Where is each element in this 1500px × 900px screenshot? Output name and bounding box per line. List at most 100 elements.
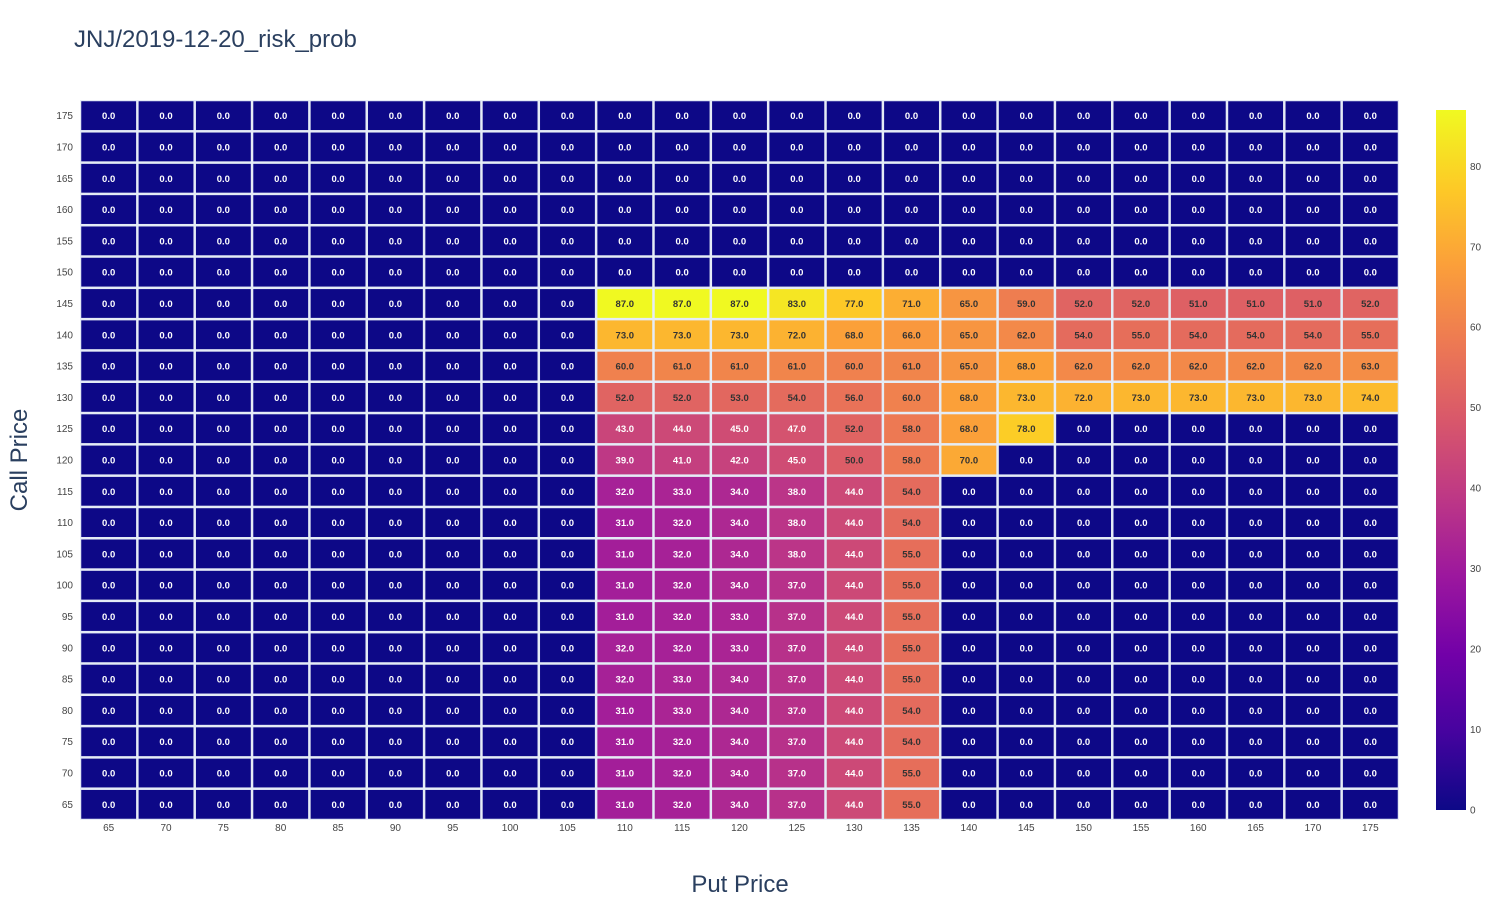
cell-value-label: 0.0	[1077, 581, 1090, 592]
heatmap-cell	[884, 696, 939, 725]
cell-value-label: 0.0	[1192, 142, 1205, 153]
cell-value-label: 0.0	[159, 612, 172, 623]
cell-value-label: 41.0	[673, 456, 692, 467]
heatmap-cell	[712, 664, 767, 694]
cell-value-label: 71.0	[902, 299, 921, 310]
heatmap-cell	[884, 602, 939, 631]
cell-value-label: 0.0	[1134, 268, 1147, 279]
heatmap-cell	[1170, 289, 1226, 318]
cell-value-label: 37.0	[788, 612, 807, 623]
heatmap-cell	[826, 570, 882, 600]
cell-value-label: 0.0	[1020, 643, 1033, 654]
heatmap-cell	[310, 445, 366, 475]
cell-value-label: 73.0	[1017, 393, 1036, 404]
cell-value-label: 0.0	[1134, 518, 1147, 529]
cell-value-label: 0.0	[102, 142, 115, 153]
cell-value-label: 0.0	[274, 111, 287, 122]
heatmap-cell	[1056, 696, 1112, 725]
cell-value-label: 0.0	[1306, 174, 1319, 185]
cell-value-label: 0.0	[217, 362, 230, 373]
cell-value-label: 38.0	[788, 549, 807, 560]
heatmap-cell	[826, 195, 882, 224]
x-tick-label: 70	[160, 823, 172, 834]
cell-value-label: 0.0	[102, 174, 115, 185]
heatmap-cell	[540, 195, 595, 224]
heatmap-cell	[81, 758, 137, 788]
heatmap-cell	[884, 226, 939, 256]
heatmap-cell	[1113, 727, 1169, 757]
heatmap-cell	[769, 696, 825, 725]
cell-value-label: 0.0	[733, 111, 746, 122]
heatmap-cell	[1285, 633, 1341, 663]
heatmap-cell	[1113, 696, 1169, 725]
heatmap-cell	[941, 789, 997, 819]
heatmap-cell	[1342, 414, 1398, 444]
cell-value-label: 0.0	[389, 456, 402, 467]
heatmap-cell	[425, 132, 481, 162]
heatmap-cell	[769, 539, 825, 569]
cell-value-label: 68.0	[960, 424, 979, 435]
cell-value-label: 0.0	[446, 706, 459, 717]
cell-value-label: 0.0	[1020, 174, 1033, 185]
heatmap-cell	[826, 289, 882, 318]
cell-value-label: 44.0	[845, 737, 864, 748]
heatmap-cell	[138, 570, 194, 600]
cell-value-label: 34.0	[730, 800, 749, 811]
cell-value-label: 0.0	[1364, 205, 1377, 216]
heatmap-cell	[769, 602, 825, 631]
cell-value-label: 0.0	[159, 581, 172, 592]
heatmap-cell	[1170, 727, 1226, 757]
x-tick-label: 65	[103, 823, 115, 834]
cell-value-label: 0.0	[446, 236, 459, 247]
heatmap-cell	[1228, 132, 1284, 162]
heatmap-cell	[654, 539, 710, 569]
heatmap-cell	[540, 789, 595, 819]
heatmap-cell	[1285, 727, 1341, 757]
cell-value-label: 0.0	[1134, 675, 1147, 686]
cell-value-label: 74.0	[1361, 393, 1380, 404]
cell-value-label: 0.0	[1134, 236, 1147, 247]
cell-value-label: 0.0	[905, 174, 918, 185]
heatmap-cell	[1056, 789, 1112, 819]
cell-value-label: 0.0	[159, 393, 172, 404]
cell-value-label: 0.0	[389, 581, 402, 592]
heatmap-cell	[540, 696, 595, 725]
heatmap-cell	[540, 539, 595, 569]
heatmap-cell	[195, 758, 251, 788]
heatmap-cell	[597, 633, 653, 663]
heatmap-cell	[195, 508, 251, 538]
cell-value-label: 0.0	[1306, 675, 1319, 686]
cell-value-label: 0.0	[1249, 142, 1262, 153]
y-axis-ticks: 65 70 75 80 85 90 95 100 105 110 115 120 125 130 135 14…	[56, 111, 73, 811]
heatmap-cell	[654, 163, 710, 193]
x-tick-label: 165	[1247, 823, 1264, 834]
heatmap-cell	[81, 257, 137, 287]
cell-value-label: 33.0	[673, 706, 692, 717]
heatmap-cell	[540, 132, 595, 162]
x-tick-label: 130	[846, 823, 863, 834]
heatmap-cell	[425, 257, 481, 287]
cell-value-label: 0.0	[1306, 236, 1319, 247]
heatmap-cell	[540, 351, 595, 381]
cell-value-label: 0.0	[274, 518, 287, 529]
heatmap-cell	[1342, 226, 1398, 256]
heatmap-cell	[310, 257, 366, 287]
cell-value-label: 0.0	[102, 612, 115, 623]
cell-value-label: 0.0	[676, 205, 689, 216]
cell-value-label: 0.0	[102, 487, 115, 498]
cell-value-label: 0.0	[331, 675, 344, 686]
heatmap-cell	[712, 445, 767, 475]
cell-value-label: 0.0	[389, 549, 402, 560]
heatmap-cell	[1342, 758, 1398, 788]
cell-value-label: 0.0	[217, 737, 230, 748]
heatmap-cell	[1056, 320, 1112, 350]
heatmap-cell	[826, 414, 882, 444]
cell-value-label: 0.0	[1249, 518, 1262, 529]
heatmap-cell	[769, 727, 825, 757]
cell-value-label: 62.0	[1246, 362, 1265, 373]
cell-value-label: 0.0	[389, 142, 402, 153]
heatmap-cell	[482, 257, 538, 287]
heatmap-cell	[1228, 289, 1284, 318]
cell-value-label: 0.0	[331, 330, 344, 341]
cell-value-label: 0.0	[217, 581, 230, 592]
